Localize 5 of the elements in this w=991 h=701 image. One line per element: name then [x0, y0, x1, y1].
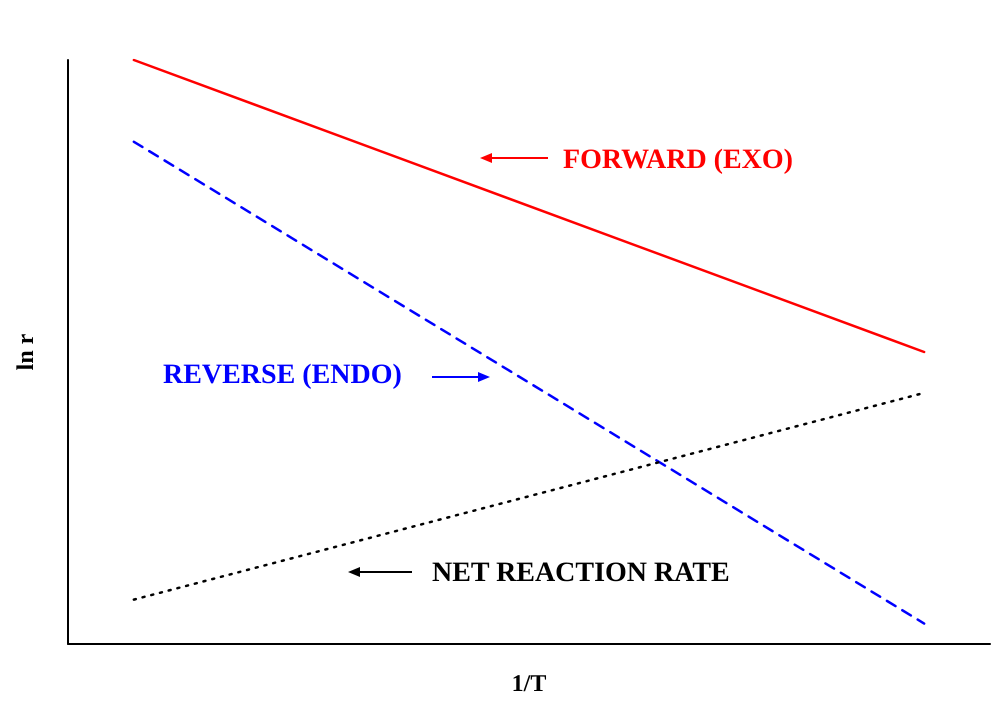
- annotation: NET REACTION RATE: [432, 557, 730, 589]
- x-axis-title: 1/T: [512, 671, 546, 697]
- annotation: FORWARD (EXO): [563, 144, 794, 176]
- annotation: REVERSE (ENDO): [163, 359, 402, 391]
- y-axis-title: ln r: [13, 333, 39, 370]
